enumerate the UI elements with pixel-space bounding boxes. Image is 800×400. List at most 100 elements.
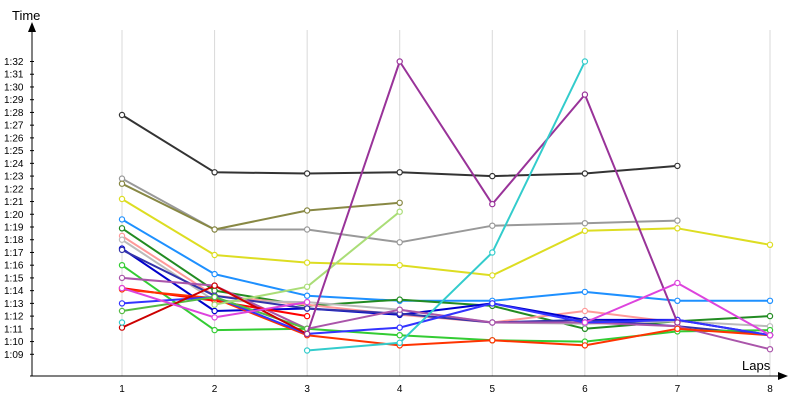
y-tick-label: 1:21 [4,197,24,208]
x-tick-label: 1 [119,384,125,395]
y-tick-label: 1:28 [4,108,24,119]
series-lines [118,58,774,354]
y-tick-label: 1:25 [4,146,24,157]
series-line [121,182,400,231]
data-point [674,297,681,304]
data-point [211,307,218,315]
data-point [581,227,589,234]
data-point [396,208,403,215]
y-tick-label: 1:12 [4,312,24,323]
data-point [396,58,403,65]
x-tick-label: 6 [582,384,588,395]
series-4 [118,195,774,279]
data-point [118,262,126,269]
data-point [118,300,126,307]
data-point [211,293,218,301]
data-point [211,301,218,308]
series-20 [118,58,589,354]
data-point [303,226,311,233]
data-point [766,312,774,320]
data-point [118,195,126,203]
data-point [303,347,311,354]
y-tick-label: 1:23 [4,172,24,183]
data-point [489,222,496,229]
data-point [303,207,311,214]
data-point [766,346,774,353]
data-point [303,298,311,306]
data-point [211,314,218,321]
data-point [396,239,403,246]
data-point [489,272,496,279]
data-point [118,274,126,282]
x-tick-label: 2 [212,384,218,395]
data-point [211,169,218,176]
data-point [118,111,126,119]
data-point [674,162,681,170]
data-point [489,319,496,326]
y-tick-label: 1:16 [4,261,24,272]
series-19 [303,58,681,338]
data-point [396,339,403,346]
axes: Time Laps [12,8,788,380]
data-point [581,288,589,296]
data-point [211,270,218,278]
data-point [674,279,681,287]
data-point [581,91,589,98]
data-point [118,225,126,232]
data-point [581,307,589,315]
x-tick-label: 8 [767,384,773,395]
y-tick-label: 1:29 [4,95,24,106]
y-axis-arrow-icon [28,22,36,32]
data-point [489,200,496,208]
data-point [118,307,126,315]
data-point [211,251,218,259]
data-point [581,342,589,349]
y-tick-label: 1:30 [4,82,24,93]
data-point [766,297,774,304]
y-tick-label: 1:13 [4,299,24,310]
data-point [674,325,681,332]
data-point [303,170,311,177]
data-point [674,319,681,326]
x-tick-label: 4 [397,384,403,395]
data-point [396,262,403,269]
y-tick-label: 1:10 [4,337,24,348]
series-22 [118,284,311,321]
data-point [118,284,126,292]
data-point [674,217,681,224]
data-point [581,319,589,326]
x-tick-label: 5 [490,384,496,395]
series-line [121,264,771,343]
x-tick-label: 7 [675,384,681,395]
data-point [766,326,774,334]
y-tick-label: 1:26 [4,133,24,144]
data-point [766,332,774,339]
data-point [303,259,311,266]
data-point [489,249,496,256]
data-point [396,306,403,313]
y-tick-label: 1:18 [4,235,24,246]
data-point [396,169,403,176]
y-tick-label: 1:14 [4,286,24,297]
x-axis-arrow-icon [778,372,788,380]
data-point [118,319,126,326]
data-point [766,241,774,248]
y-tick-label: 1:27 [4,121,24,132]
series-21 [581,279,774,339]
series-10 [118,246,774,339]
data-point [211,226,218,233]
series-line [121,288,771,347]
data-point [211,326,218,334]
data-point [581,170,589,177]
data-point [396,332,403,339]
y-tick-label: 1:09 [4,350,24,361]
data-point [581,325,589,332]
data-point [396,324,403,331]
y-axis-title: Time [12,8,40,23]
data-point [303,305,311,312]
data-point [211,282,218,289]
data-point [118,246,126,254]
data-point [489,337,496,344]
y-tick-label: 1:11 [4,324,23,335]
y-tick-label: 1:19 [4,223,24,234]
